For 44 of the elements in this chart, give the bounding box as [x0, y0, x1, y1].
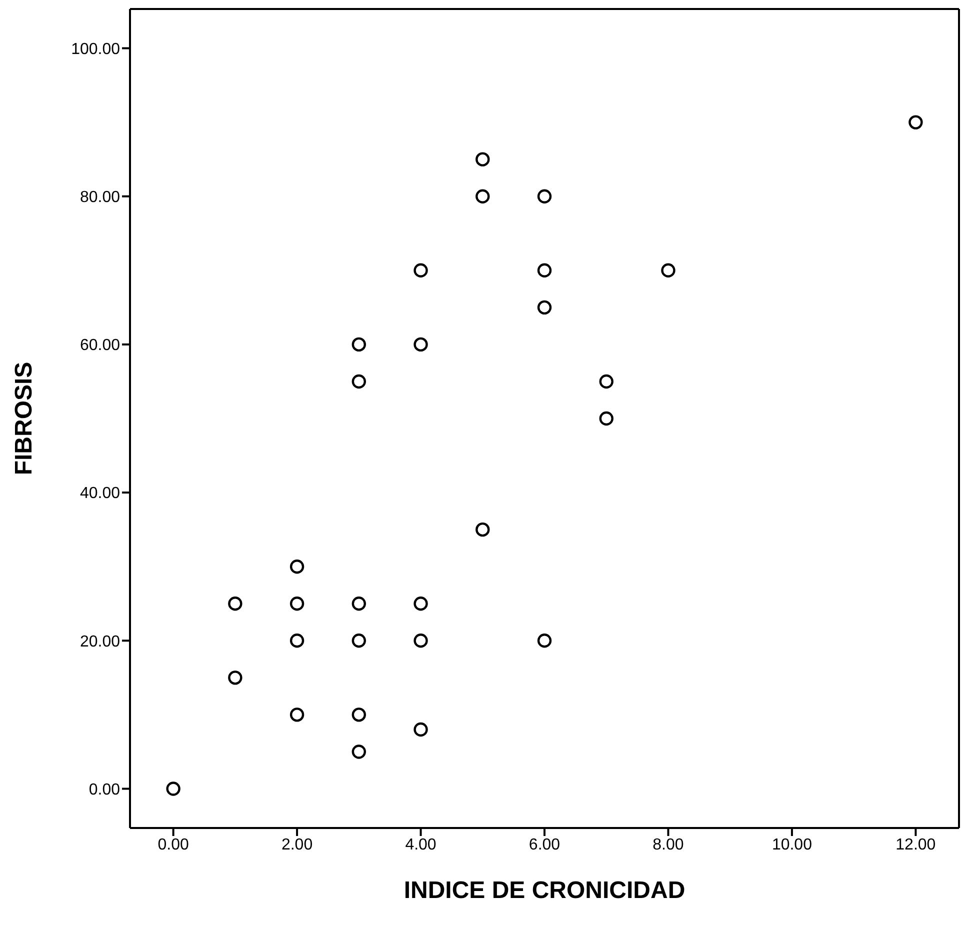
point	[661, 263, 676, 278]
point	[352, 596, 366, 611]
y-tick-label: 0.00	[88, 781, 120, 798]
point	[352, 634, 366, 648]
point	[476, 189, 490, 204]
point	[352, 708, 366, 722]
x-tick-label: 4.00	[405, 836, 436, 854]
x-tick-label: 12.00	[896, 836, 936, 854]
point	[476, 152, 490, 166]
y-tick-label: 60.00	[80, 337, 120, 354]
x-tick-label: 6.00	[528, 836, 560, 854]
point	[414, 596, 428, 611]
point	[228, 670, 242, 685]
x-tick-label: 0.00	[158, 836, 189, 854]
point	[352, 337, 366, 352]
point	[290, 596, 304, 611]
y-tick-label: 20.00	[80, 633, 120, 650]
point	[537, 634, 552, 648]
point	[290, 634, 304, 648]
point	[537, 263, 552, 278]
point	[352, 374, 366, 389]
point	[537, 189, 552, 204]
x-axis-title: INDICE DE CRONICIDAD	[404, 877, 686, 904]
point	[414, 722, 428, 737]
y-tick-label: 100.00	[71, 40, 120, 58]
y-tick-label: 40.00	[80, 485, 120, 502]
point	[414, 337, 428, 352]
point	[414, 263, 428, 278]
point	[414, 634, 428, 648]
point	[537, 300, 552, 315]
point	[290, 560, 304, 574]
point	[476, 522, 490, 537]
x-tick-label: 8.00	[652, 836, 684, 854]
point	[599, 374, 614, 389]
y-tick-label: 80.00	[80, 189, 120, 206]
point	[908, 115, 923, 130]
x-tick-label: 2.00	[281, 836, 313, 854]
y-axis-title: FIBROSIS	[10, 362, 38, 476]
point	[166, 782, 180, 796]
point	[599, 411, 614, 426]
point	[228, 596, 242, 611]
point	[290, 708, 304, 722]
x-tick-label: 10.00	[772, 836, 812, 854]
point	[352, 744, 366, 759]
